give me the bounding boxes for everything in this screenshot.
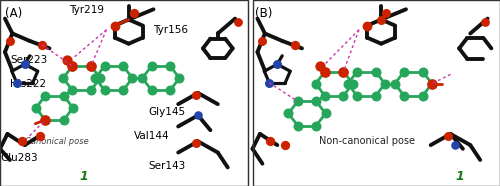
Point [312, 124, 320, 127]
Text: 1: 1 [456, 170, 464, 183]
Point [194, 114, 202, 117]
Point [87, 89, 95, 92]
Point [372, 94, 380, 97]
Point [234, 21, 241, 24]
Point [418, 94, 426, 97]
Point [69, 106, 77, 109]
Point [59, 77, 67, 80]
Text: 1: 1 [79, 170, 88, 183]
Point [87, 65, 95, 68]
Point [340, 70, 347, 73]
Point [265, 81, 273, 84]
Point [100, 65, 108, 68]
Point [119, 89, 127, 92]
Point [111, 24, 119, 27]
Text: Non-canonical pose: Non-canonical pose [320, 136, 416, 146]
Point [258, 39, 266, 42]
Text: (B): (B) [255, 7, 272, 20]
Point [119, 65, 127, 68]
Point [148, 65, 156, 68]
Point [312, 82, 320, 85]
Point [68, 89, 76, 92]
Point [340, 94, 347, 97]
Point [428, 82, 436, 85]
Point [130, 12, 138, 15]
Bar [252, 0, 500, 186]
Point [294, 100, 302, 103]
Point [316, 65, 324, 68]
Point [294, 124, 302, 127]
Text: Tyr156: Tyr156 [154, 25, 188, 35]
Point [12, 81, 20, 84]
Point [322, 112, 330, 115]
Point [273, 63, 281, 66]
Point [68, 65, 76, 68]
Point [321, 70, 329, 73]
Text: Ser223: Ser223 [10, 54, 47, 65]
Point [68, 65, 76, 68]
Point [391, 82, 399, 85]
Point [266, 140, 274, 143]
Point [372, 70, 380, 73]
Point [41, 118, 49, 121]
Point [166, 65, 174, 68]
Point [21, 63, 29, 66]
Point [290, 43, 298, 46]
Point [36, 134, 44, 137]
Point [128, 77, 136, 80]
Text: Val144: Val144 [134, 131, 170, 141]
Point [92, 77, 100, 80]
Text: Gly145: Gly145 [148, 107, 186, 117]
Point [312, 100, 320, 103]
Point [444, 134, 452, 137]
Point [166, 89, 174, 92]
Point [41, 118, 49, 121]
Point [364, 24, 372, 27]
Point [6, 39, 14, 42]
Point [400, 70, 408, 73]
Point [284, 112, 292, 115]
Point [481, 21, 489, 24]
Point [428, 82, 436, 85]
Text: Glu283: Glu283 [0, 153, 38, 163]
Point [100, 89, 108, 92]
Point [192, 93, 200, 96]
Point [344, 82, 352, 85]
Point [38, 43, 46, 46]
Point [353, 94, 361, 97]
Point [138, 77, 146, 80]
Point [382, 12, 390, 15]
Point [41, 94, 49, 97]
Text: Canonical pose: Canonical pose [25, 137, 88, 146]
Point [64, 59, 72, 62]
Text: Ser143: Ser143 [148, 161, 186, 171]
Text: (A): (A) [5, 7, 22, 20]
Point [381, 82, 389, 85]
Point [60, 118, 68, 121]
Point [148, 89, 156, 92]
Point [353, 70, 361, 73]
Point [87, 65, 95, 68]
Point [176, 77, 184, 80]
Text: His222: His222 [10, 79, 46, 89]
Point [452, 144, 460, 147]
Point [348, 82, 356, 85]
Point [32, 106, 40, 109]
Bar [0, 0, 248, 186]
Point [377, 18, 385, 21]
Point [280, 144, 288, 147]
Point [321, 94, 329, 97]
Point [400, 94, 408, 97]
Point [418, 70, 426, 73]
Point [340, 70, 347, 73]
Point [321, 70, 329, 73]
Point [18, 140, 26, 143]
Point [60, 94, 68, 97]
Point [96, 77, 104, 80]
Text: Tyr219: Tyr219 [70, 5, 104, 15]
Point [192, 142, 200, 145]
